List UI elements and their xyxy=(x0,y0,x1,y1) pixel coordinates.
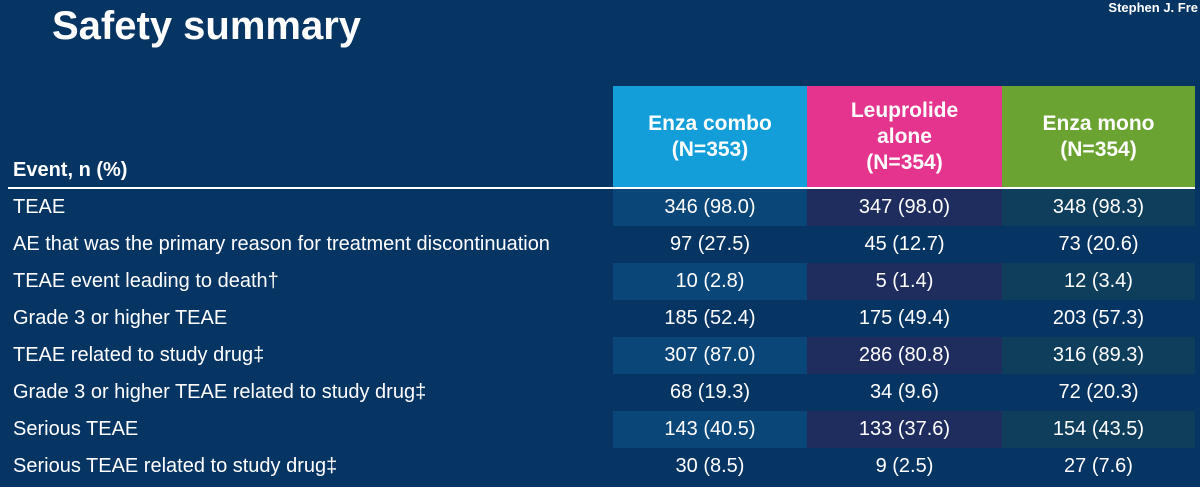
value-cell: 5 (1.4) xyxy=(807,263,1002,300)
value-cell: 347 (98.0) xyxy=(807,188,1002,226)
event-label: Serious TEAE xyxy=(13,418,139,440)
event-label: AE that was the primary reason for treat… xyxy=(13,233,550,255)
value-cell: 203 (57.3) xyxy=(1052,307,1145,329)
value-cell: 73 (20.6) xyxy=(1058,233,1139,255)
event-label: Serious TEAE related to study drug‡ xyxy=(13,455,338,477)
event-label: Grade 3 or higher TEAE related to study … xyxy=(13,381,427,403)
table-row: Serious TEAE related to study drug‡ 30 (8… xyxy=(8,448,1195,485)
value-cell: 10 (2.8) xyxy=(613,263,807,300)
value-cell: 45 (12.7) xyxy=(864,233,945,255)
header-line: (N=353) xyxy=(671,137,749,161)
header-line: alone xyxy=(877,124,932,148)
table-row: AE that was the primary reason for treat… xyxy=(8,226,1195,263)
table-row: TEAE related to study drug‡ 307 (87.0) 286… xyxy=(8,337,1195,374)
safety-table: Event, n (%) Enza combo (N=353) Leuprolid… xyxy=(8,86,1195,485)
value-cell: 68 (19.3) xyxy=(669,381,751,403)
table-row: Grade 3 or higher TEAE related to study … xyxy=(8,374,1195,411)
value-cell: 346 (98.0) xyxy=(613,188,807,226)
value-cell: 9 (2.5) xyxy=(875,455,934,477)
value-cell: 30 (8.5) xyxy=(675,455,745,477)
event-label: TEAE event leading to death† xyxy=(13,270,279,292)
header-enza-combo: Enza combo (N=353) xyxy=(613,86,807,188)
header-row: Event, n (%) Enza combo (N=353) Leuprolid… xyxy=(8,86,1195,188)
slide-title: Safety summary xyxy=(52,4,362,48)
value-cell: 316 (89.3) xyxy=(1002,337,1195,374)
event-label: TEAE xyxy=(13,196,66,218)
header-line: Enza combo xyxy=(648,111,772,135)
header-event: Event, n (%) xyxy=(13,159,128,181)
value-cell: 72 (20.3) xyxy=(1058,381,1139,403)
value-cell: 185 (52.4) xyxy=(664,307,756,329)
value-cell: 12 (3.4) xyxy=(1002,263,1195,300)
value-cell: 143 (40.5) xyxy=(613,411,807,448)
value-cell: 175 (49.4) xyxy=(858,307,951,329)
value-cell: 133 (37.6) xyxy=(807,411,1002,448)
table-row: TEAE 346 (98.0) 347 (98.0) 348 (98.3) xyxy=(8,188,1195,226)
table-row: Grade 3 or higher TEAE 185 (52.4) 175 (49.… xyxy=(8,300,1195,337)
event-label: TEAE related to study drug‡ xyxy=(13,344,265,366)
header-line: (N=354) xyxy=(866,150,943,174)
table-row: Serious TEAE 143 (40.5) 133 (37.6) 154 (43.… xyxy=(8,411,1195,448)
value-cell: 27 (7.6) xyxy=(1064,455,1133,477)
header-line: Leuprolide xyxy=(850,98,959,122)
header-leuprolide-alone: Leuprolide alone (N=354) xyxy=(807,86,1002,188)
value-cell: 348 (98.3) xyxy=(1002,188,1195,226)
value-cell: 307 (87.0) xyxy=(613,337,807,374)
table-row: TEAE event leading to death† 10 (2.8) 5 (1… xyxy=(8,263,1195,300)
header-line: (N=354) xyxy=(1060,137,1137,161)
author-label: Stephen J. Fre xyxy=(1108,0,1198,15)
header-line: Enza mono xyxy=(1042,111,1155,135)
header-enza-mono: Enza mono (N=354) xyxy=(1002,86,1195,188)
value-cell: 286 (80.8) xyxy=(807,337,1002,374)
value-cell: 154 (43.5) xyxy=(1002,411,1195,448)
value-cell: 34 (9.6) xyxy=(870,381,939,403)
value-cell: 97 (27.5) xyxy=(669,233,751,255)
event-label: Grade 3 or higher TEAE xyxy=(13,307,228,329)
